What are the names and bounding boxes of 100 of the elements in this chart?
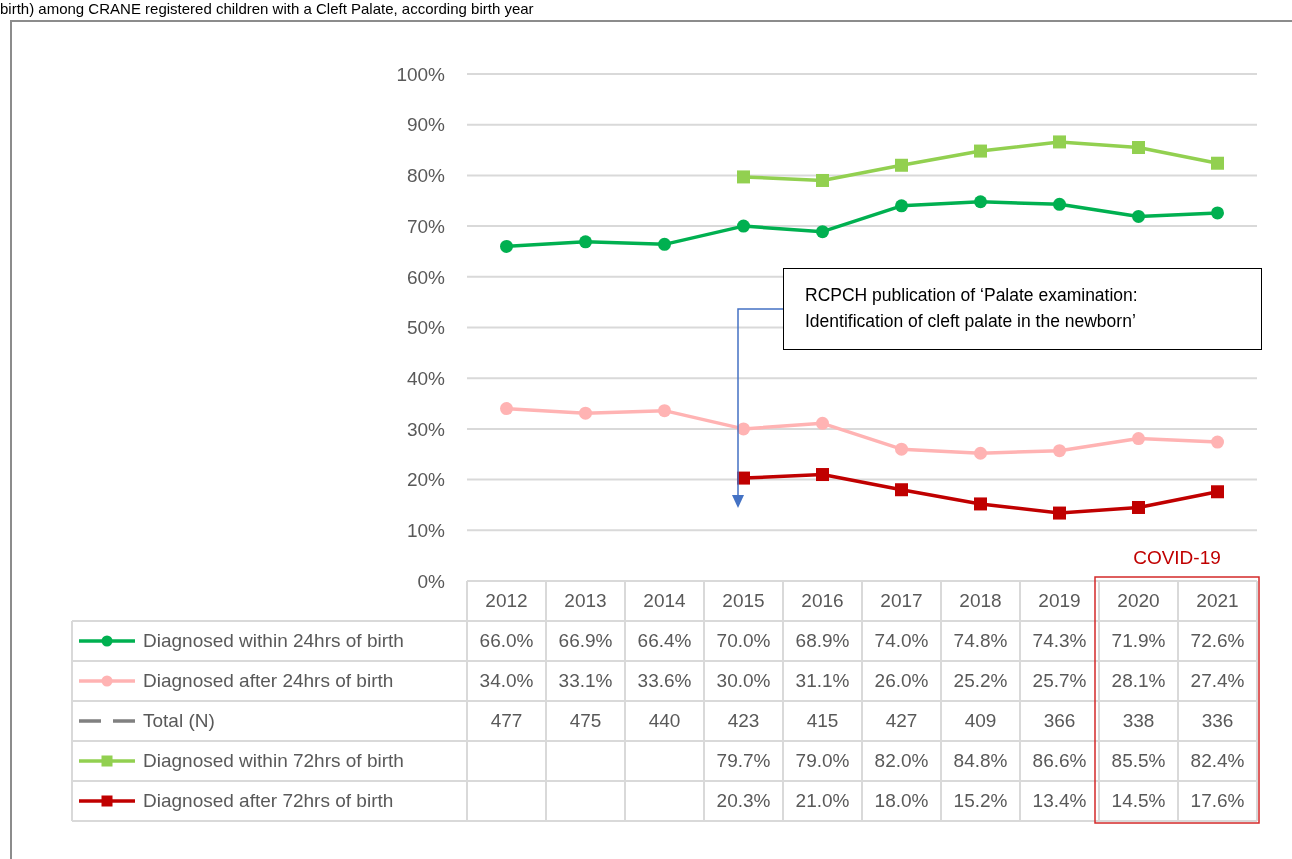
y-tick-label: 70% [406, 215, 446, 237]
data-label: 33.6% [636, 669, 693, 693]
point [1053, 506, 1066, 520]
data-label: 74.3% [1031, 629, 1088, 653]
data-label: 82.0% [873, 749, 930, 773]
legend-label: Diagnosed within 72hrs of birth [143, 750, 404, 772]
legend-label: Diagnosed within 24hrs of birth [143, 630, 404, 652]
data-label: 18.0% [873, 789, 930, 813]
data-label: 66.0% [478, 629, 535, 653]
text: 440 [648, 710, 681, 731]
data-label: 25.7% [1031, 669, 1088, 693]
x-tick-label: 2017 [879, 589, 924, 613]
x-tick-label: 2013 [563, 589, 608, 613]
y-tick-label: 60% [406, 266, 446, 288]
text: 475 [569, 710, 602, 731]
data-label: 26.0% [873, 669, 930, 693]
text: 366 [1043, 710, 1076, 731]
point [895, 483, 908, 497]
text: 477 [490, 710, 523, 731]
point [895, 158, 908, 172]
y-tick-label: 0% [417, 570, 446, 592]
point [500, 402, 513, 416]
point [500, 239, 513, 253]
x-tick-label: 2015 [721, 589, 766, 613]
data-label: 74.8% [952, 629, 1009, 653]
data-label: 79.0% [794, 749, 851, 773]
data-label: 82.4% [1189, 749, 1246, 773]
point [895, 442, 908, 456]
x-tick-label: 2014 [642, 589, 687, 613]
data-label: 79.7% [715, 749, 772, 773]
text: 427 [885, 710, 918, 731]
data-label: 27.4% [1189, 669, 1246, 693]
x-tick-label: 2016 [800, 589, 845, 613]
x-tick-label: 2021 [1195, 589, 1240, 613]
data-label: 20.3% [715, 789, 772, 813]
text: birth) among CRANE registered children with a Cleft Palate, according birth year [0, 0, 534, 18]
point [974, 195, 987, 209]
x-tick-label: 2012 [484, 589, 529, 613]
y-tick-label: 100% [396, 63, 446, 85]
point [737, 170, 750, 184]
point [1053, 444, 1066, 458]
y-tick-label: 20% [406, 469, 446, 491]
data-label: 84.8% [952, 749, 1009, 773]
data-label: 14.5% [1110, 789, 1167, 813]
point [816, 468, 829, 482]
point [1211, 206, 1224, 220]
y-tick-label: 50% [406, 317, 446, 339]
data-label: 86.6% [1031, 749, 1088, 773]
data-label: 21.0% [794, 789, 851, 813]
point [1132, 500, 1145, 514]
data-label: 34.0% [478, 669, 535, 693]
x-tick-label: 2019 [1037, 589, 1082, 613]
text: 415 [806, 710, 839, 731]
point [974, 446, 987, 460]
point [1132, 141, 1145, 155]
point [579, 235, 592, 249]
point [737, 219, 750, 233]
text: 409 [964, 710, 997, 731]
legend-label: Diagnosed after 24hrs of birth [143, 670, 394, 692]
text: 338 [1122, 710, 1155, 731]
y-tick-label: 90% [406, 114, 446, 136]
data-label: 68.9% [794, 629, 851, 653]
data-label: 28.1% [1110, 669, 1167, 693]
point [658, 404, 671, 418]
data-label: 70.0% [715, 629, 772, 653]
point [1053, 197, 1066, 211]
y-tick-label: 10% [406, 520, 446, 542]
legend-label: Total (N) [143, 710, 215, 732]
data-label: 17.6% [1189, 789, 1246, 813]
point [1132, 209, 1145, 223]
data-label: 33.1% [557, 669, 614, 693]
x-tick-label: 2018 [958, 589, 1003, 613]
data-label: 71.9% [1110, 629, 1167, 653]
point [974, 497, 987, 511]
text: 423 [727, 710, 760, 731]
data-label: 85.5% [1110, 749, 1167, 773]
point [1132, 432, 1145, 446]
y-tick-label: 30% [406, 418, 446, 440]
point [816, 416, 829, 430]
legend-label: Diagnosed after 72hrs of birth [143, 790, 394, 812]
point [1211, 156, 1224, 170]
point [816, 225, 829, 239]
point [1211, 485, 1224, 499]
annotation: RCPCH publication of ‘Palate examination: Identification of cleft palate in the newborn’ [805, 284, 1139, 333]
data-label: 31.1% [794, 669, 851, 693]
data-label: 25.2% [952, 669, 1009, 693]
data-label: 30.0% [715, 669, 772, 693]
data-label: 66.4% [636, 629, 693, 653]
x-tick-label: 2020 [1116, 589, 1161, 613]
text: 336 [1201, 710, 1234, 731]
point [816, 173, 829, 187]
point [895, 199, 908, 213]
point [658, 237, 671, 251]
data-label: 15.2% [952, 789, 1009, 813]
point [1053, 135, 1066, 149]
point [974, 144, 987, 158]
y-tick-label: 40% [406, 367, 446, 389]
annotation: COVID-19 [1132, 547, 1222, 569]
data-label: 74.0% [873, 629, 930, 653]
data-label: 66.9% [557, 629, 614, 653]
